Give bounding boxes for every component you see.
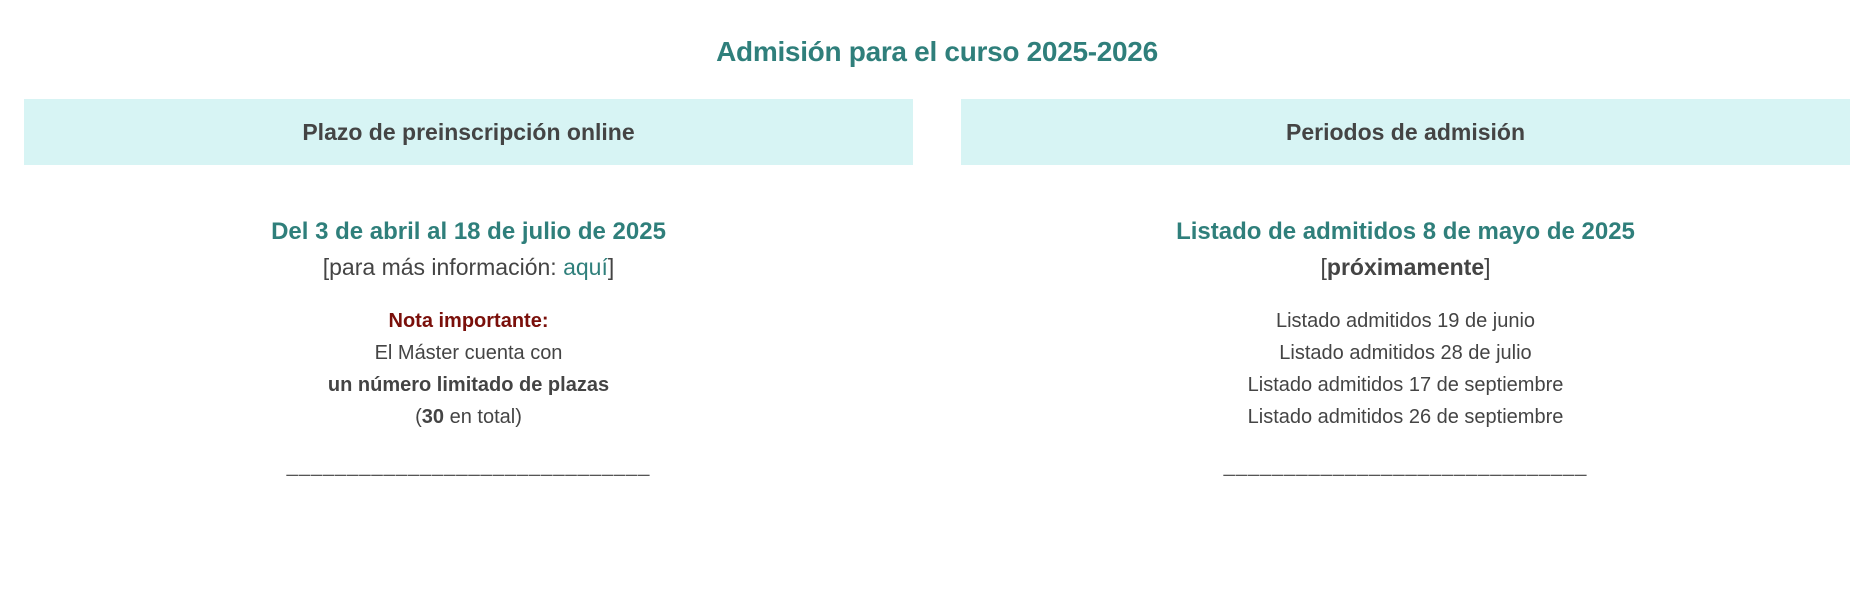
important-note: Nota importante: El Máster cuenta con un… [24,305,913,433]
note-label: Nota importante: [388,310,549,332]
status-line: [próximamente] [961,249,1850,285]
places-rest: en total) [444,406,522,428]
list-item: Listado admitidos 26 de septiembre [1247,406,1564,428]
more-info-link[interactable]: aquí [563,254,608,280]
paren: ( [415,406,422,428]
note-line: El Máster cuenta con [374,342,563,364]
list-item: Listado admitidos 19 de junio [1275,310,1536,332]
admission-periods-header: Periodos de admisión [961,99,1850,165]
more-info-prefix: [para más información: [322,254,564,280]
more-info-line: [para más información: aquí] [24,249,913,285]
bracket: [ [1320,254,1327,280]
bracket: ] [1484,254,1491,280]
first-listing-date: Listado de admitidos 8 de mayo de 2025 [1176,218,1635,245]
separator: ______________________________ [286,455,651,477]
listings: Listado admitidos 19 de junio Listado ad… [961,305,1850,433]
note-line-bold: un número limitado de plazas [327,374,610,396]
separator: ______________________________ [1223,455,1588,477]
more-info-suffix: ] [607,254,615,280]
preinscription-column: Plazo de preinscripción online Del 3 de … [24,99,913,478]
list-item: Listado admitidos 28 de julio [1279,342,1532,364]
preinscription-dates: Del 3 de abril al 18 de julio de 2025 [271,218,666,245]
admission-periods-column: Periodos de admisión Listado de admitido… [961,99,1850,478]
note-count-line: (30 en total) [24,401,913,433]
preinscription-header: Plazo de preinscripción online [24,99,913,165]
places-count: 30 [421,406,445,428]
page-title: Admisión para el curso 2025-2026 [716,36,1158,67]
status-text: próximamente [1326,254,1485,280]
list-item: Listado admitidos 17 de septiembre [1247,374,1564,396]
